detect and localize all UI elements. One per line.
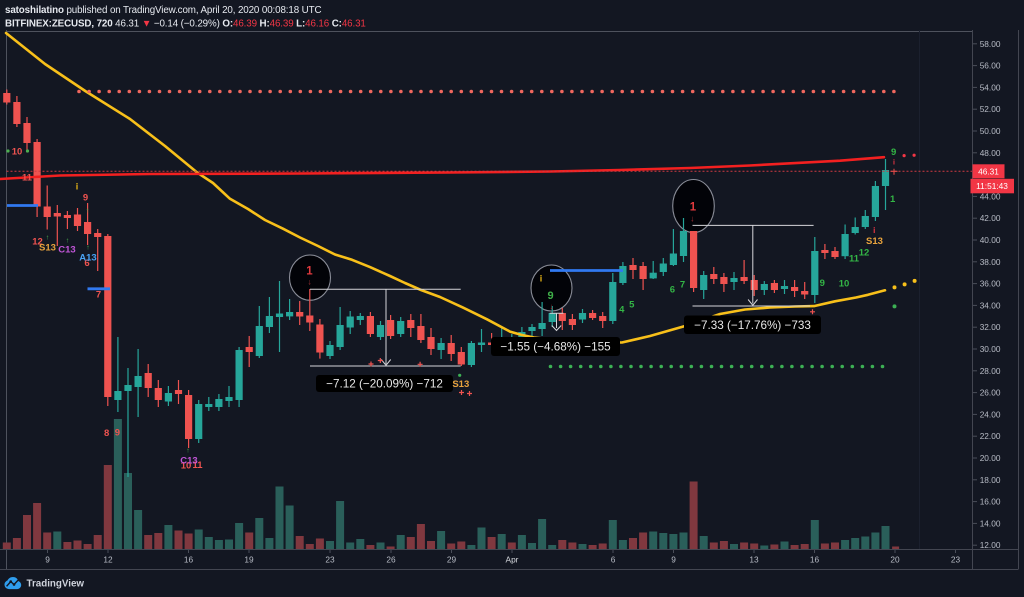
- svg-text:29: 29: [447, 555, 457, 565]
- svg-text:S13: S13: [452, 379, 469, 390]
- svg-text:14.00: 14.00: [980, 518, 1001, 528]
- svg-text:9: 9: [45, 555, 50, 565]
- svg-text:18.00: 18.00: [980, 475, 1001, 485]
- svg-text:23: 23: [325, 555, 335, 565]
- svg-text:↓: ↓: [550, 302, 554, 311]
- svg-text:S13: S13: [866, 236, 883, 247]
- svg-text:12: 12: [103, 555, 113, 565]
- svg-text:23: 23: [951, 555, 961, 565]
- svg-text:S13: S13: [39, 243, 56, 254]
- svg-text:24.00: 24.00: [980, 409, 1001, 419]
- svg-text:6: 6: [611, 555, 616, 565]
- svg-text:C13: C13: [58, 245, 75, 256]
- svg-text:34.00: 34.00: [980, 300, 1001, 310]
- svg-text:10: 10: [181, 461, 192, 472]
- svg-text:i: i: [873, 226, 875, 235]
- svg-text:−7.33 (−17.76%) −733: −7.33 (−17.76%) −733: [694, 319, 811, 332]
- svg-text:26.00: 26.00: [980, 388, 1001, 398]
- svg-text:30.00: 30.00: [980, 344, 1001, 354]
- svg-text:1: 1: [890, 194, 896, 205]
- svg-text:9: 9: [891, 147, 896, 158]
- svg-text:16: 16: [810, 555, 820, 565]
- svg-text:38.00: 38.00: [980, 257, 1001, 267]
- svg-text:11: 11: [192, 460, 203, 471]
- svg-text:↑: ↑: [86, 208, 90, 215]
- svg-text:26: 26: [386, 555, 396, 565]
- svg-text:46.31: 46.31: [978, 166, 999, 176]
- svg-text:9: 9: [671, 555, 676, 565]
- svg-text:C13: C13: [180, 456, 197, 467]
- svg-text:40.00: 40.00: [980, 235, 1001, 245]
- svg-text:6: 6: [84, 258, 89, 269]
- svg-text:28.00: 28.00: [980, 366, 1001, 376]
- svg-text:44.00: 44.00: [980, 191, 1001, 201]
- svg-text:12.00: 12.00: [980, 540, 1001, 550]
- svg-text:satoshilatino published on Tra: satoshilatino published on TradingView.c…: [5, 5, 321, 16]
- svg-text:i: i: [893, 160, 895, 167]
- svg-text:6: 6: [670, 284, 675, 295]
- svg-text:56.00: 56.00: [980, 61, 1001, 71]
- svg-text:22.00: 22.00: [980, 431, 1001, 441]
- svg-text:9: 9: [547, 290, 553, 302]
- svg-text:13: 13: [749, 555, 759, 565]
- svg-text:50.00: 50.00: [980, 126, 1001, 136]
- svg-text:i: i: [76, 182, 79, 192]
- svg-text:Apr: Apr: [506, 555, 519, 565]
- svg-text:↑: ↑: [186, 448, 190, 455]
- svg-text:1: 1: [690, 202, 697, 214]
- svg-text:9: 9: [83, 193, 88, 204]
- svg-text:4: 4: [619, 305, 625, 316]
- svg-text:32.00: 32.00: [980, 322, 1001, 332]
- svg-text:1: 1: [306, 266, 313, 278]
- svg-text:20: 20: [890, 555, 900, 565]
- svg-text:↓: ↓: [308, 278, 312, 287]
- svg-text:TradingView: TradingView: [27, 579, 85, 590]
- svg-text:48.00: 48.00: [980, 148, 1001, 158]
- svg-text:10: 10: [12, 147, 23, 158]
- svg-text:16: 16: [184, 555, 194, 565]
- svg-text:↑: ↑: [86, 245, 90, 252]
- svg-text:5: 5: [629, 299, 635, 310]
- svg-text:12: 12: [32, 237, 43, 248]
- svg-text:10: 10: [839, 279, 850, 290]
- svg-text:58.00: 58.00: [980, 39, 1001, 49]
- svg-text:36.00: 36.00: [980, 279, 1001, 289]
- svg-text:7: 7: [680, 279, 685, 290]
- svg-text:11: 11: [849, 253, 860, 264]
- svg-text:BITFINEX:ZECUSD, 720 46.31 ▼: BITFINEX:ZECUSD, 720 46.31 ▼ −0.14 (−0.2…: [5, 19, 366, 30]
- svg-text:52.00: 52.00: [980, 104, 1001, 114]
- svg-text:11:51:43: 11:51:43: [976, 181, 1008, 191]
- svg-text:11: 11: [22, 173, 33, 184]
- svg-text:16.00: 16.00: [980, 497, 1001, 507]
- svg-text:−1.55 (−4.68%) −155: −1.55 (−4.68%) −155: [500, 341, 611, 354]
- svg-text:9: 9: [820, 278, 825, 289]
- svg-text:↓: ↓: [690, 214, 694, 224]
- svg-text:42.00: 42.00: [980, 213, 1001, 223]
- svg-text:12: 12: [859, 248, 870, 259]
- svg-text:A13: A13: [79, 253, 96, 264]
- svg-text:↑: ↑: [46, 235, 50, 242]
- svg-text:7: 7: [96, 290, 101, 301]
- svg-text:−7.12 (−20.09%) −712: −7.12 (−20.09%) −712: [326, 378, 443, 391]
- svg-text:20.00: 20.00: [980, 453, 1001, 463]
- svg-text:↑: ↑: [66, 238, 70, 245]
- svg-text:54.00: 54.00: [980, 82, 1001, 92]
- svg-text:8: 8: [104, 428, 109, 439]
- svg-text:19: 19: [244, 555, 254, 565]
- svg-text:9: 9: [115, 428, 120, 439]
- svg-text:i: i: [540, 274, 543, 284]
